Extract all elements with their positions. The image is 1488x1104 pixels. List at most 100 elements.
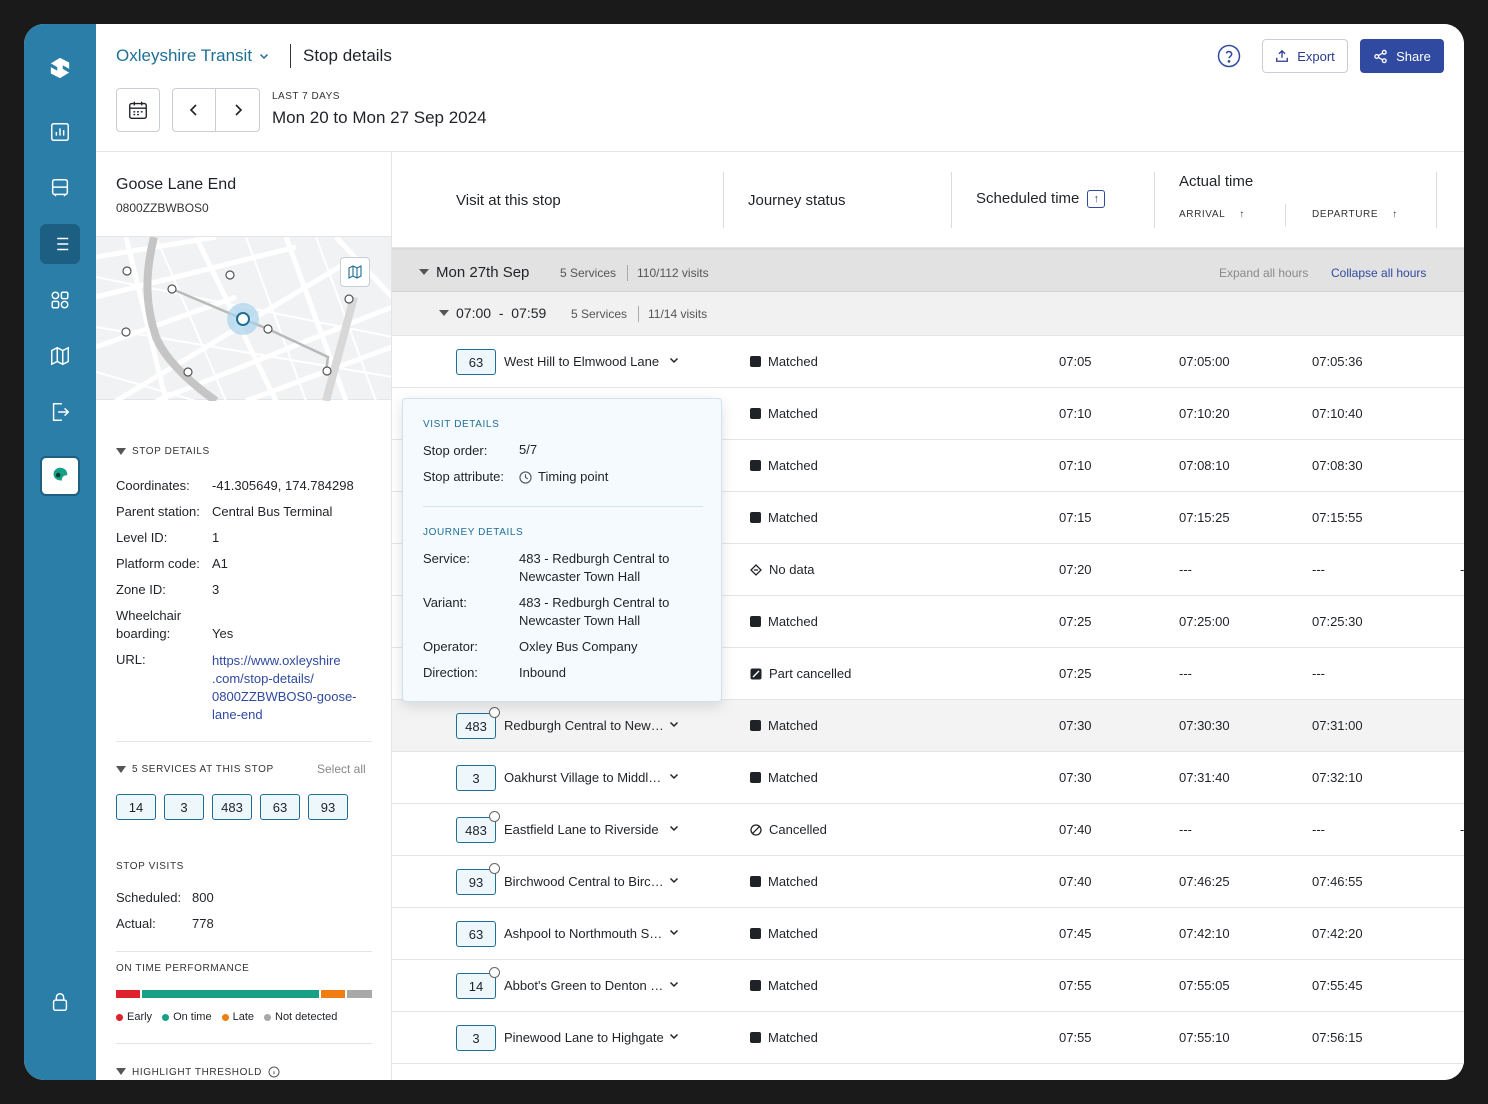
matched-status-icon — [750, 928, 761, 939]
departure-time: 07:32:10 — [1312, 770, 1363, 785]
table-row[interactable]: 63 Ashpool to Northmouth Station Matched 07… — [392, 908, 1464, 960]
select-all-link[interactable]: Select all — [317, 762, 366, 776]
arrival-time: --- — [1179, 562, 1192, 577]
scheduled-time: 07:40 — [1059, 822, 1092, 837]
matched-status-icon — [750, 1032, 761, 1043]
matched-status-icon — [750, 720, 761, 731]
chevron-down-icon[interactable] — [668, 874, 680, 886]
otp-legend: Early On time Late Not detected — [116, 1011, 337, 1023]
tooltip-operator-label: Operator: — [423, 639, 478, 654]
scheduled-time: 07:15 — [1059, 510, 1092, 525]
stop-map[interactable] — [96, 234, 391, 405]
help-icon[interactable] — [1217, 44, 1241, 68]
journey-status: Cancelled — [750, 822, 827, 837]
departure-time: 07:08:30 — [1312, 458, 1363, 473]
table-row[interactable]: 483 Redburgh Central to Newcaster Town Ha… — [392, 700, 1464, 752]
service-badge: 483 — [456, 811, 500, 843]
chevron-down-icon[interactable] — [668, 926, 680, 938]
arrival-time: 07:55:05 — [1179, 978, 1230, 993]
journey-status: No data — [750, 562, 815, 577]
share-icon — [1374, 49, 1387, 63]
stop-code: 0800ZZBWBOS0 — [116, 201, 209, 215]
stop-url-link[interactable]: https://www.oxleyshire .com/stop-details… — [212, 653, 357, 722]
timing-point-clock-icon — [489, 967, 500, 978]
journey-status: Matched — [750, 978, 818, 993]
share-button[interactable]: Share — [1360, 39, 1444, 73]
chevron-down-icon[interactable] — [668, 1030, 680, 1042]
service-chip-63[interactable]: 63 — [260, 794, 300, 820]
col-status-header: Journey status — [748, 192, 846, 209]
clipped-cell: - — [1460, 562, 1464, 577]
journey-status: Matched — [750, 510, 818, 525]
brand-logo-icon[interactable] — [40, 48, 80, 88]
route-name: Pinewood Lane to Highgate — [504, 1030, 664, 1045]
table-row[interactable]: 63 West Hill to Elmwood Lane Matched 07:05 0… — [392, 336, 1464, 388]
chevron-down-icon[interactable] — [668, 822, 680, 834]
table-row[interactable]: 3 Pinewood Lane to Highgate Matched 07:55 07… — [392, 1012, 1464, 1064]
arrival-time: --- — [1179, 822, 1192, 837]
departure-time: --- — [1312, 562, 1325, 577]
tooltip-journey-heading: JOURNEY DETAILS — [423, 527, 524, 538]
legend-late: Late — [221, 1011, 254, 1023]
chevron-down-icon[interactable] — [668, 718, 680, 730]
caret-down-icon — [116, 1068, 126, 1075]
scheduled-time: 07:40 — [1059, 874, 1092, 889]
service-chip-483[interactable]: 483 — [212, 794, 252, 820]
chevron-down-icon[interactable] — [668, 354, 680, 366]
chevron-down-icon[interactable] — [668, 770, 680, 782]
apps-grid-icon[interactable] — [40, 280, 80, 320]
matched-status-icon — [750, 408, 761, 419]
journey-status: Matched — [750, 354, 818, 369]
table-row[interactable]: 93 Birchwood Central to Birchfield Matched… — [392, 856, 1464, 908]
stop-details-toggle[interactable]: STOP DETAILS — [116, 446, 210, 457]
chevron-right-icon — [234, 104, 242, 116]
table-row[interactable]: Matched 07:10 07:08:10 07:08:30 — [392, 440, 1464, 492]
logout-icon[interactable] — [40, 392, 80, 432]
table-row[interactable]: 14 Abbot's Green to Denton Park Matched 07:… — [392, 960, 1464, 1012]
col-visit-header: Visit at this stop — [456, 192, 561, 209]
collapse-all-hours-link[interactable]: Collapse all hours — [1331, 266, 1427, 280]
service-chip-3[interactable]: 3 — [164, 794, 204, 820]
service-badge: 14 — [456, 967, 500, 999]
prev-range-button[interactable] — [173, 89, 217, 131]
next-range-button[interactable] — [216, 89, 259, 131]
otp-segment-not-detected — [347, 990, 373, 998]
journey-status: Matched — [750, 926, 818, 941]
service-chip-93[interactable]: 93 — [308, 794, 348, 820]
otp-segment-on-time — [141, 990, 320, 998]
table-row[interactable]: 483 Eastfield Lane to Riverside Cancelled 0… — [392, 804, 1464, 856]
hour-group-row[interactable]: 07:00 - 07:59 5 Services 11/14 visits — [392, 292, 1464, 336]
lock-icon[interactable] — [40, 982, 80, 1022]
sort-asc-icon[interactable]: ↑ — [1087, 190, 1106, 209]
table-row[interactable]: 3 Oakhurst Village to Middleton Matched 07:… — [392, 752, 1464, 804]
expand-all-hours-link[interactable]: Expand all hours — [1219, 266, 1309, 280]
expand-map-button[interactable] — [340, 257, 370, 287]
tooltip-stop-order: 5/7 — [519, 442, 538, 457]
highlight-threshold-toggle[interactable]: HIGHLIGHT THRESHOLD — [116, 1066, 280, 1078]
org-switcher[interactable]: Oxleyshire Transit — [116, 46, 270, 66]
dashboard-chart-icon[interactable] — [40, 112, 80, 152]
list-icon[interactable] — [40, 224, 80, 264]
day-group-row[interactable]: Mon 27th Sep 5 Services 110/112 visits E… — [392, 252, 1464, 292]
export-button[interactable]: Export — [1262, 39, 1348, 73]
journey-status: Matched — [750, 614, 818, 629]
journey-status: Part cancelled — [750, 666, 851, 681]
service-chip-14[interactable]: 14 — [116, 794, 156, 820]
bus-icon[interactable] — [40, 168, 80, 208]
stop-panel: Goose Lane End 0800ZZBWBOS0 — [96, 152, 392, 1080]
chevron-down-icon[interactable] — [668, 978, 680, 990]
partner-app-icon[interactable] — [40, 456, 80, 496]
col-scheduled-header[interactable]: Scheduled time ↑ — [976, 190, 1106, 209]
map-icon[interactable] — [40, 336, 80, 376]
clipped-cell: - — [1460, 822, 1464, 837]
services-toggle[interactable]: 5 SERVICES AT THIS STOP — [116, 764, 274, 775]
col-arrival-header[interactable]: ARRIVAL ↑ — [1179, 209, 1245, 220]
col-separator — [1154, 172, 1155, 228]
calendar-button[interactable] — [116, 88, 160, 132]
cancelled-status-icon — [750, 823, 762, 836]
col-separator — [1285, 204, 1286, 226]
legend-not-detected: Not detected — [264, 1011, 337, 1023]
col-departure-header[interactable]: DEPARTURE ↑ — [1312, 209, 1398, 220]
info-icon[interactable] — [268, 1066, 280, 1078]
